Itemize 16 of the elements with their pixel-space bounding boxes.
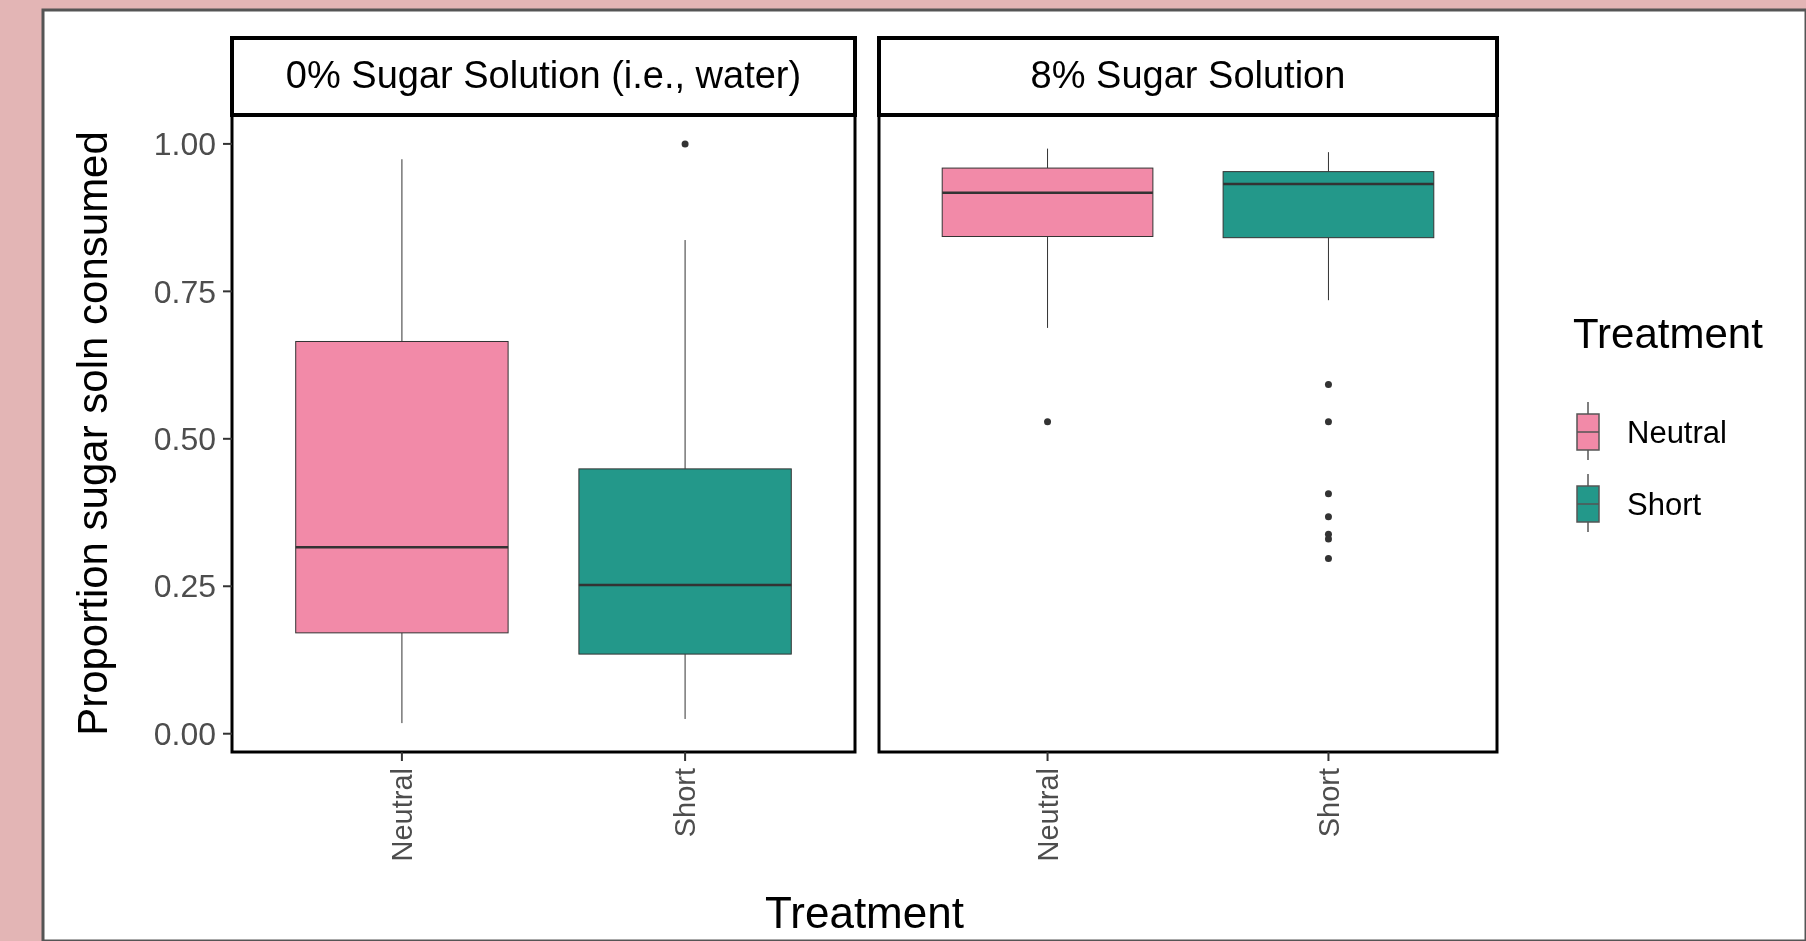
y-tick-label: 0.00 [153, 715, 216, 752]
y-tick-label: 0.50 [153, 421, 216, 458]
chart-title: 0% Sugar Solution (i.e., water) [285, 54, 802, 96]
legend-title: Treatment [1573, 310, 1764, 357]
legend-label: Short [1627, 486, 1702, 522]
y-tick-label: 0.75 [153, 273, 216, 310]
x-tick-label: Short [1312, 768, 1345, 838]
chart-title: 8% Sugar Solution [1030, 54, 1346, 96]
x-tick-label: Neutral [386, 768, 419, 862]
legend-label: Neutral [1627, 414, 1727, 450]
x-axis-title: Treatment [765, 888, 964, 937]
y-tick-label: 0.25 [153, 568, 216, 605]
y-tick-label: 1.00 [153, 126, 216, 163]
x-tick-label: Short [669, 768, 702, 838]
x-tick-label: Neutral [1031, 768, 1064, 862]
y-axis-title: Proportion sugar soln consumed [68, 131, 116, 736]
